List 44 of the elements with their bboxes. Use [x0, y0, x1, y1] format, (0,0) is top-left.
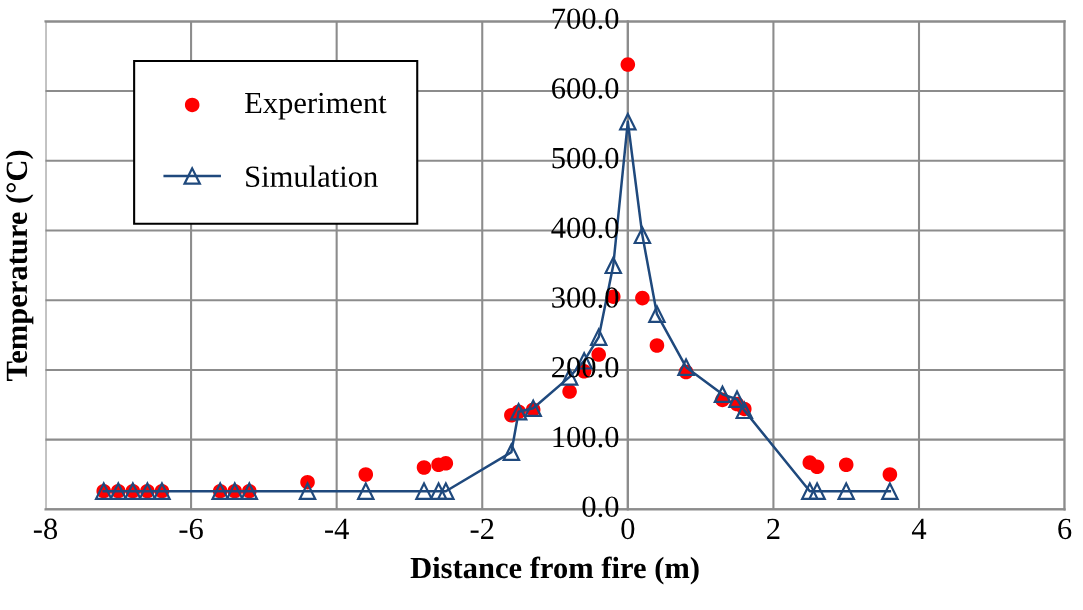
point [882, 467, 898, 482]
point [415, 482, 433, 500]
point [809, 459, 825, 475]
x-tick-label: -2 [470, 518, 494, 539]
point [562, 384, 577, 399]
legend-label: Experiment [245, 92, 387, 120]
point [502, 443, 521, 461]
y-axis-title: Temperature (°C) [5, 150, 34, 381]
x-tick-label: 4 [911, 518, 927, 539]
point [648, 305, 666, 323]
x-tick-label: 2 [767, 518, 780, 539]
point [633, 226, 652, 245]
point [677, 358, 695, 376]
point [298, 482, 317, 500]
point [881, 482, 899, 500]
x-tick-label: -4 [325, 518, 349, 539]
x-tick-label: -6 [179, 518, 203, 540]
point [649, 338, 665, 353]
point [838, 457, 854, 473]
x-tick-label: 0 [621, 518, 635, 540]
point [357, 482, 375, 500]
point [728, 390, 746, 408]
point [837, 482, 855, 500]
y-tick-label: 600.0 [552, 78, 619, 99]
point [604, 256, 623, 275]
y-tick-label: 100.0 [553, 426, 619, 448]
point [635, 290, 650, 306]
legend-label: Simulation [246, 165, 378, 187]
point [801, 482, 819, 500]
point [619, 112, 637, 131]
point [713, 385, 732, 404]
x-axis-title: Distance from fire (m) [410, 556, 699, 585]
point [808, 482, 826, 500]
point [429, 482, 448, 500]
x-tick-label: -8 [33, 518, 58, 540]
y-tick-label: 700.0 [552, 8, 619, 30]
point [437, 482, 455, 500]
point [416, 460, 432, 475]
point [589, 328, 608, 346]
y-tick-label: 500.0 [552, 147, 619, 169]
point [358, 467, 374, 482]
point [620, 57, 636, 72]
y-tick-label: 0.0 [582, 496, 619, 518]
x-tick-label: 6 [1058, 518, 1072, 540]
